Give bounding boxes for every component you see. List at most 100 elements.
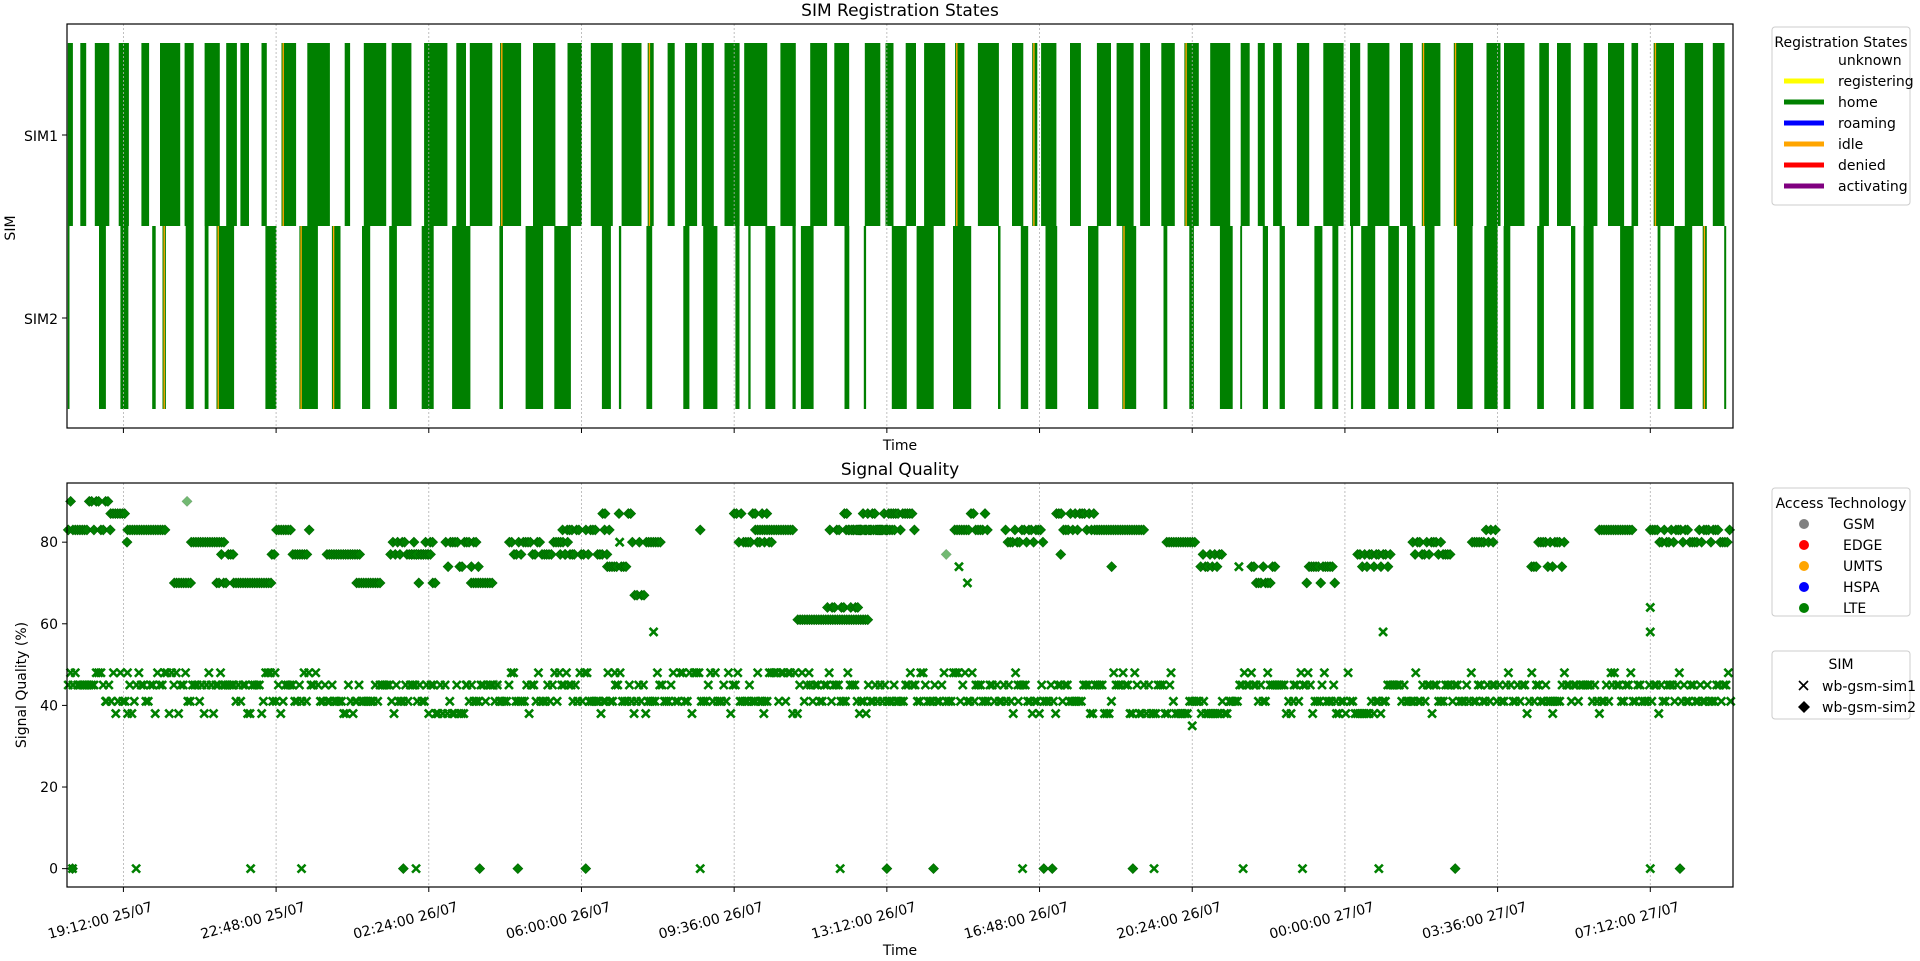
signal-point-wb-gsm-sim1-495: [1198, 696, 1209, 707]
registration-bar-sim2-27: [800, 226, 814, 409]
registration-bar-sim2-28: [844, 226, 850, 409]
signal-chart: Signal Quality 0 20 40 60 80 19:12:00 25/07 2…: [14, 460, 1736, 959]
signal-point-wb-gsm-sim1-698: [1660, 696, 1671, 707]
signal-point-wb-gsm-sim2-424: [1035, 524, 1047, 536]
registration-idle-sim1-11: [282, 43, 284, 226]
signal-point-wb-gsm-sim1-535: [1289, 680, 1299, 690]
signal-point-wb-gsm-sim1-24: [117, 696, 128, 707]
registration-bar-sim1-64: [1608, 43, 1625, 226]
signal-point-wb-gsm-sim1-259: [657, 680, 667, 690]
signal-point-wb-gsm-sim1-722: [1716, 696, 1727, 707]
signal-point-wb-gsm-sim1-455: [1106, 696, 1117, 707]
registration-bar-sim1-4: [141, 43, 150, 226]
signal-point-wb-gsm-sim1-336: [833, 680, 844, 690]
signal-point-wb-gsm-sim1-543: [1307, 708, 1318, 719]
signal-point-wb-gsm-sim1-270: [682, 696, 693, 707]
signal-point-wb-gsm-sim1-343: [849, 680, 860, 690]
registration-bar-sim1-36: [924, 43, 946, 226]
signal-point-wb-gsm-sim1-521: [1258, 696, 1268, 707]
signal-point-wb-gsm-sim2-299: [787, 524, 799, 536]
signal-point-wb-gsm-sim1-44: [164, 708, 175, 719]
signal-point-wb-gsm-sim1-529: [1276, 680, 1287, 690]
registration-bar-sim2-34: [1020, 226, 1029, 409]
registration-bar-sim1-38: [977, 43, 999, 226]
registration-bar-sim1-47: [1184, 43, 1199, 226]
signal-point-wb-gsm-sim1-53: [185, 696, 196, 707]
signal-point-wb-gsm-sim1-127: [354, 680, 364, 690]
signal-point-wb-gsm-sim2-93: [268, 548, 280, 560]
signal-point-wb-gsm-sim1-446: [1085, 708, 1096, 719]
signal-point-wb-gsm-sim1-509: [1230, 696, 1240, 707]
signal-x-tick-label-9: 03:36:00 27/07: [1420, 899, 1528, 942]
signal-point-wb-gsm-sim1-576: [1380, 696, 1391, 707]
registration-bar-sim1-37: [955, 43, 965, 226]
registration-bar-sim1-11: [281, 43, 297, 226]
registration-bar-sim1-0: [67, 43, 73, 226]
registration-bar-sim2-37: [1122, 226, 1137, 409]
signal-point-wb-gsm-sim1-3: [70, 667, 81, 678]
signal-point-wb-gsm-sim1-451: [1097, 680, 1108, 690]
signal-x-tick-label-5: 13:12:00 26/07: [810, 899, 918, 942]
signal-point-wb-gsm-sim1-272: [687, 708, 697, 719]
signal-point-wb-gsm-sim1-38: [150, 708, 161, 719]
registration-bar-sim1-49: [1240, 43, 1250, 226]
registration-bar-sim2-49: [1407, 226, 1416, 409]
technology-legend-label-EDGE: EDGE: [1843, 538, 1882, 554]
signal-x-tick-label-1: 22:48:00 25/07: [199, 899, 307, 942]
signal-point-wb-gsm-sim1-323: [804, 667, 814, 678]
registration-bar-sim2-51: [1457, 226, 1473, 409]
signal-point-wb-gsm-sim1-182: [480, 696, 491, 707]
signal-point-wb-gsm-sim1-305: [762, 696, 772, 707]
signal-point-wb-gsm-sim1-695: [1653, 708, 1664, 719]
signal-point-wb-gsm-sim1-410: [1003, 680, 1014, 690]
registration-legend-label-home: home: [1838, 95, 1878, 111]
signal-point-wb-gsm-sim1-202: [526, 680, 537, 690]
signal-x-axis-label: Time: [882, 943, 917, 959]
signal-point-wb-gsm-sim1-205: [533, 667, 544, 678]
signal-outlier-wb-gsm-sim2-10: [1038, 863, 1050, 875]
signal-point-wb-gsm-sim1-573: [1375, 708, 1386, 719]
signal-point-wb-gsm-sim1-217: [561, 667, 572, 678]
signal-point-wb-gsm-sim1-560: [1345, 696, 1356, 707]
registration-bar-sim2-44: [1314, 226, 1323, 409]
registration-bar-sim2-41: [1240, 226, 1243, 409]
signal-point-wb-gsm-sim1-79: [245, 708, 255, 719]
signal-point-wb-gsm-sim2-250: [620, 561, 632, 573]
signal-outlier-wb-gsm-sim1-6: [835, 863, 846, 874]
signal-x-tick-label-3: 06:00:00 26/07: [504, 899, 612, 942]
signal-point-wb-gsm-sim1-398: [975, 680, 986, 690]
registration-bar-sim2-20: [646, 226, 653, 409]
signal-point-wb-gsm-sim1-390: [957, 680, 968, 690]
registration-bar-sim2-53: [1503, 226, 1511, 409]
registration-bar-sim1-51: [1273, 43, 1282, 226]
signal-point-wb-gsm-sim1-400: [980, 696, 991, 707]
signal-point-wb-gsm-sim1-251: [638, 680, 649, 690]
signal-outlier-wb-gsm-sim2-13: [1106, 561, 1118, 573]
signal-outlier-wb-gsm-sim2-12: [694, 524, 706, 536]
signal-point-wb-gsm-sim2-247: [613, 508, 625, 520]
signal-point-wb-gsm-sim2-375: [906, 508, 918, 520]
signal-point-wb-gsm-sim1-677: [1611, 680, 1622, 690]
registration-bar-sim1-7: [204, 43, 220, 226]
signal-point-wb-gsm-sim2-280: [761, 508, 773, 520]
signal-outlier-wb-gsm-sim2-15: [940, 548, 952, 560]
signal-point-wb-gsm-sim1-348: [861, 708, 871, 719]
signal-point-wb-gsm-sim1-29: [129, 696, 140, 707]
signal-point-wb-gsm-sim1-684: [1628, 696, 1639, 707]
signal-outlier-wb-gsm-sim1-17: [1378, 627, 1389, 637]
technology-legend: Access Technology GSM EDGE UMTS HSPA LTE: [1771, 487, 1911, 617]
signal-point-wb-gsm-sim1-371: [914, 696, 925, 707]
signal-point-wb-gsm-sim2-233: [589, 524, 601, 536]
signal-point-wb-gsm-sim2-178: [470, 536, 482, 548]
registration-bar-sim1-35: [905, 43, 916, 226]
registration-bar-sim2-35: [1045, 226, 1058, 409]
signal-point-wb-gsm-sim1-78: [242, 708, 253, 719]
signal-x-tick-label-6: 16:48:00 26/07: [962, 899, 1070, 942]
signal-point-wb-gsm-sim2-569: [1558, 536, 1570, 548]
registration-x-axis-label: Time: [882, 438, 917, 454]
signal-point-wb-gsm-sim1-363: [896, 696, 906, 707]
signal-point-wb-gsm-sim1-108: [310, 667, 321, 678]
signal-point-wb-gsm-sim1-516: [1246, 667, 1257, 678]
registration-idle-sim2-60: [1703, 226, 1706, 409]
signal-point-wb-gsm-sim1-66: [215, 667, 226, 678]
